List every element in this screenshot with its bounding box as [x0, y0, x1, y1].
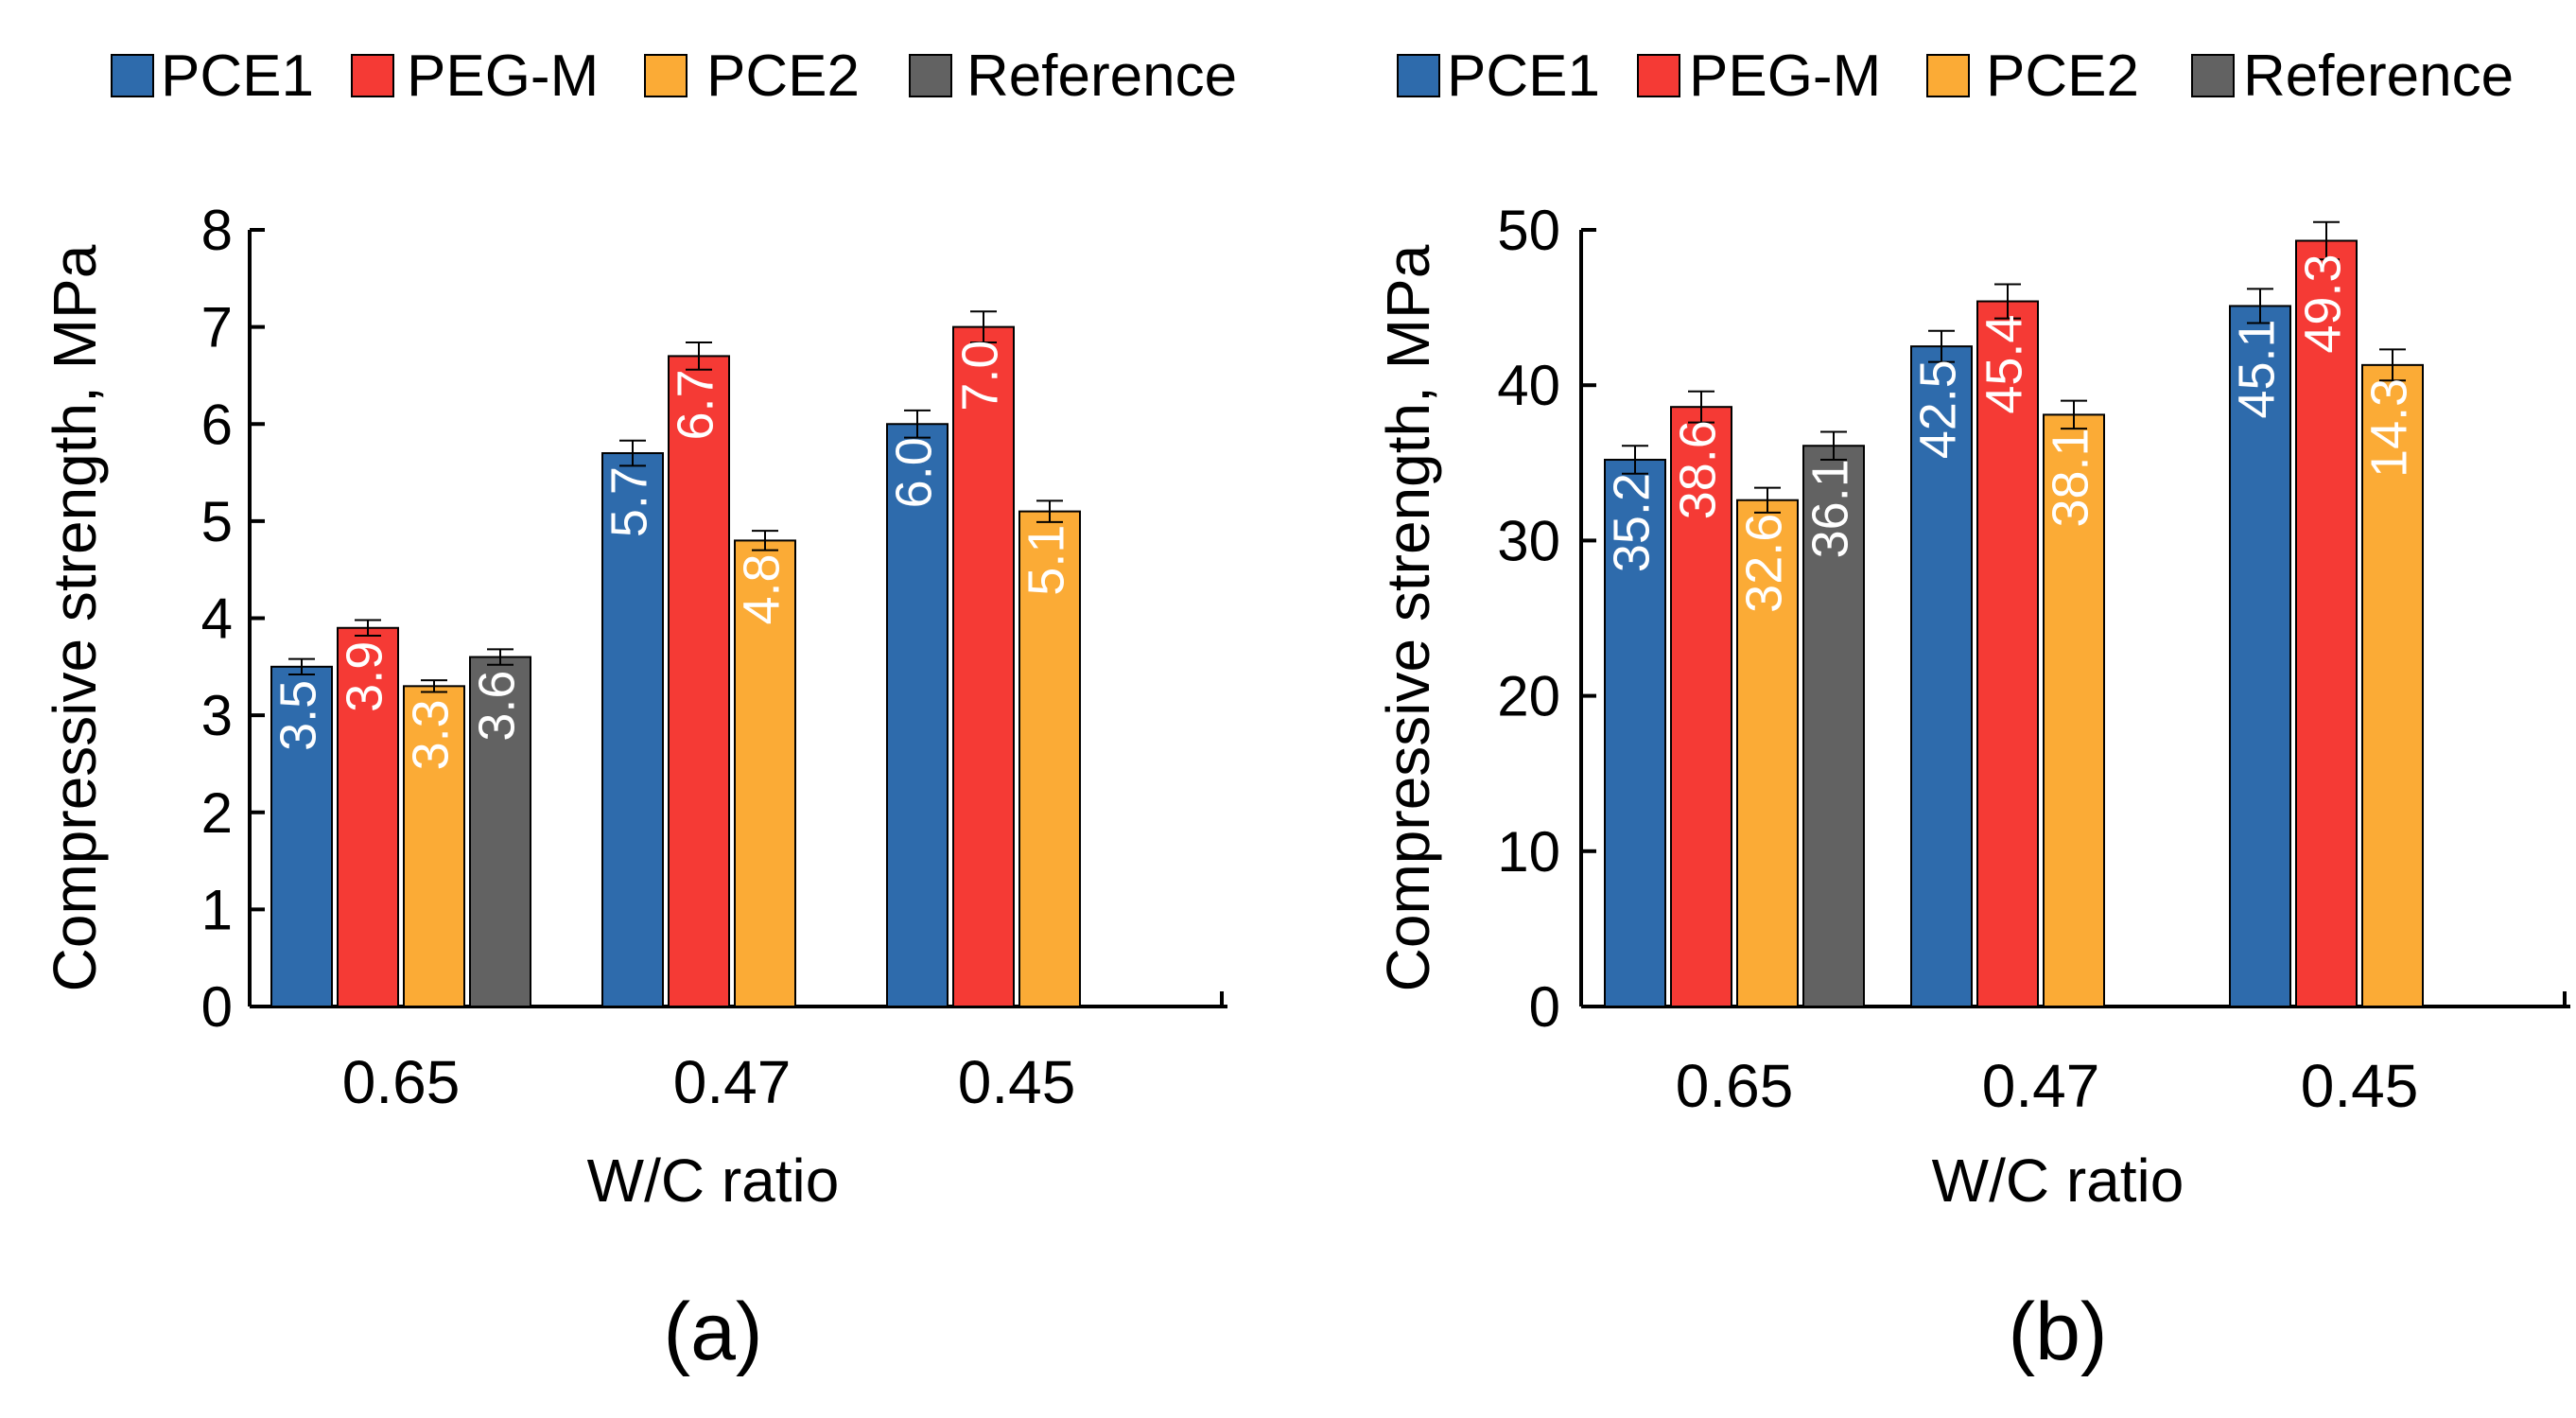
- data-label-peg-m: 49.3: [2294, 254, 2351, 353]
- y-tick-label: 8: [201, 199, 233, 262]
- bar-pce2-0_65: [403, 685, 465, 1008]
- bar-peg-m-0_47: [1976, 300, 2039, 1008]
- data-label-pce1: 45.1: [2228, 319, 2285, 418]
- legend-swatch-peg-m: [1637, 54, 1680, 97]
- y-axis-label: Compressive strength, MPa: [41, 244, 109, 991]
- bar-pce1-0_47: [1910, 345, 1973, 1007]
- data-label-pce1: 35.2: [1603, 473, 1660, 572]
- y-tick-label: 30: [1497, 509, 1560, 572]
- y-tick-label: 1: [201, 878, 233, 941]
- bar-pce2-0_65: [1736, 499, 1799, 1007]
- chart-panel-b: PCE1 PEG-M PCE2 Reference 0 10 20 30 40 50 Compres…: [1374, 44, 2570, 1377]
- bar-pce1-0_47: [601, 452, 664, 1008]
- legend-swatch-reference: [909, 54, 952, 97]
- legend-label-pce2: PCE2: [1986, 44, 2139, 109]
- y-tick-label: 20: [1497, 665, 1560, 728]
- data-label-pce2: 4.8: [733, 553, 790, 624]
- data-label-pce2: 38.1: [2042, 428, 2098, 527]
- y-tick-label: 6: [201, 393, 233, 456]
- legend-label-peg-m: PEG-M: [1689, 44, 1881, 109]
- data-label-pce2: 32.6: [1735, 514, 1792, 613]
- legend-label-reference: Reference: [2243, 44, 2514, 109]
- x-axis-label: W/C ratio: [587, 1147, 840, 1215]
- legend-swatch-pce1: [1397, 54, 1440, 97]
- bar-peg-m-0_65: [1670, 406, 1732, 1007]
- chart-panel-a: PCE1 PEG-M PCE2 Reference 0 1 2 3 4 5 6 7 8 Compressi…: [41, 44, 1237, 1377]
- legend-label-peg-m: PEG-M: [407, 44, 599, 109]
- y-tick-label: 7: [201, 296, 233, 359]
- bar-pce2-0_47: [734, 539, 796, 1008]
- y-tick-label: 5: [201, 490, 233, 553]
- data-label-peg-m: 45.4: [1976, 315, 2032, 414]
- y-tick-label: 2: [201, 781, 233, 845]
- y-tick-label: 4: [201, 587, 233, 651]
- legend-label-pce1: PCE1: [161, 44, 314, 109]
- data-label-peg-m: 38.6: [1669, 420, 1726, 519]
- data-label-peg-m: 7.0: [951, 341, 1008, 411]
- bar-peg-m-0_65: [337, 626, 399, 1007]
- y-tick-label: 50: [1497, 199, 1560, 262]
- bar-peg-m-0_45: [2295, 239, 2358, 1007]
- legend-label-pce1: PCE1: [1447, 44, 1600, 109]
- data-label-reference: 36.1: [1801, 459, 1858, 558]
- data-label-pce2: 5.1: [1018, 525, 1074, 596]
- legend-swatch-pce2: [1926, 54, 1970, 97]
- x-tick-label: 0.45: [958, 1048, 1076, 1116]
- bar-peg-m-0_47: [668, 355, 730, 1008]
- data-label-reference: 3.6: [468, 671, 525, 742]
- y-tick-label: 3: [201, 684, 233, 747]
- y-tick-label: 10: [1497, 820, 1560, 884]
- bar-pce1-0_65: [270, 665, 333, 1007]
- legend-swatch-reference: [2191, 54, 2235, 97]
- x-tick-label: 0.47: [1982, 1052, 2100, 1120]
- legend-label-pce2: PCE2: [706, 44, 860, 109]
- legend-swatch-pce1: [111, 54, 154, 97]
- x-tick-label: 0.65: [342, 1048, 461, 1116]
- y-tick-label: 0: [201, 975, 233, 1039]
- data-label-peg-m: 6.7: [667, 369, 723, 440]
- data-label-pce2: 14.3: [2360, 378, 2417, 478]
- x-axis-label: W/C ratio: [1932, 1147, 2184, 1215]
- bar-pce1-0_65: [1604, 459, 1666, 1007]
- data-label-pce1: 5.7: [600, 466, 657, 537]
- bar-pce2-0_45: [2361, 363, 2424, 1007]
- y-axis-label: Compressive strength, MPa: [1374, 244, 1442, 991]
- data-label-pce1: 3.5: [270, 680, 326, 751]
- bar-peg-m-0_45: [952, 325, 1015, 1007]
- bar-pce1-0_45: [886, 423, 949, 1007]
- data-label-peg-m: 3.9: [336, 641, 392, 712]
- legend-label-reference: Reference: [966, 44, 1237, 109]
- data-label-pce1: 42.5: [1909, 359, 1966, 459]
- legend-swatch-pce2: [644, 54, 688, 97]
- legend-swatch-peg-m: [351, 54, 394, 97]
- bar-reference-0_65: [1802, 445, 1865, 1008]
- x-tick-label: 0.47: [673, 1048, 792, 1116]
- data-label-pce1: 6.0: [885, 437, 942, 508]
- bar-reference-0_65: [469, 656, 531, 1007]
- bar-pce2-0_45: [1018, 510, 1081, 1007]
- y-tick-label: 40: [1497, 354, 1560, 417]
- panel-caption: (a): [663, 1287, 762, 1377]
- x-tick-label: 0.45: [2301, 1052, 2419, 1120]
- panel-caption: (b): [2008, 1287, 2107, 1377]
- bar-pce2-0_47: [2043, 413, 2105, 1007]
- x-tick-label: 0.65: [1676, 1052, 1794, 1120]
- data-label-pce2: 3.3: [402, 699, 459, 770]
- y-tick-label: 0: [1529, 975, 1560, 1039]
